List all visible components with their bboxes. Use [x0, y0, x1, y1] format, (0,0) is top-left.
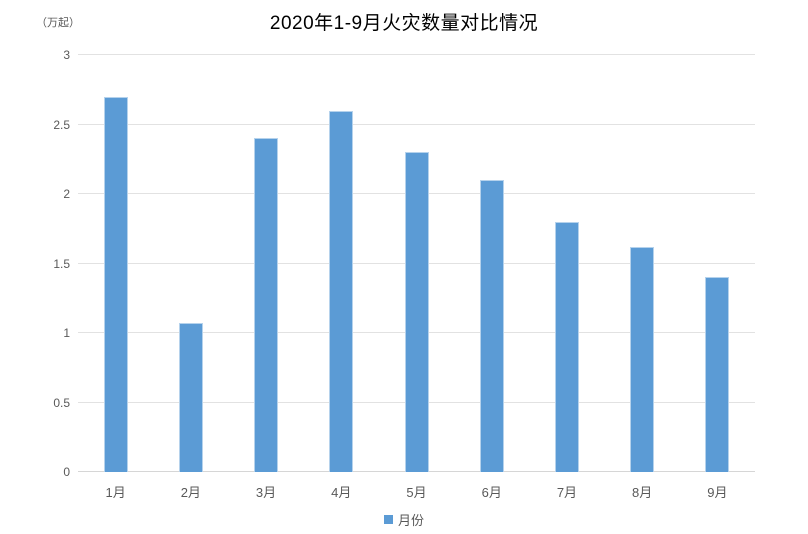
- x-tick-label: 6月: [481, 485, 502, 500]
- bar-4月: [329, 110, 354, 472]
- x-tick-label: 5月: [406, 485, 427, 500]
- legend: 月份: [0, 510, 808, 529]
- y-tick-label: 1.5: [53, 256, 70, 271]
- chart-title: 2020年1-9月火灾数量对比情况: [269, 13, 539, 34]
- x-tick-label: 4月: [331, 485, 352, 500]
- y-tick-label: 0: [63, 465, 70, 479]
- plot-area: [78, 54, 755, 472]
- legend-series-label: 月份: [397, 513, 424, 528]
- bar-5月: [404, 152, 429, 472]
- y-tick-label: 0.5: [53, 395, 70, 410]
- bar-2月: [178, 323, 203, 472]
- y-tick-label: 3: [63, 48, 70, 62]
- y-tick-label: 2: [63, 187, 70, 201]
- gridline: [78, 54, 755, 55]
- bar-8月: [630, 246, 655, 472]
- bar-9月: [705, 277, 730, 472]
- x-tick-label: 3月: [255, 485, 277, 500]
- x-tick-label: 1月: [105, 485, 126, 500]
- y-tick-label: 2.5: [53, 117, 70, 132]
- x-tick-label: 7月: [556, 485, 578, 500]
- y-tick-label: 1: [63, 326, 70, 340]
- bar-7月: [554, 221, 579, 472]
- x-tick-label: 9月: [707, 485, 728, 500]
- bar-3月: [254, 138, 279, 472]
- bar-6月: [479, 180, 504, 472]
- x-tick-label: 2月: [180, 485, 201, 500]
- legend-swatch-icon: [383, 515, 393, 524]
- y-axis-unit-label: （万起）: [36, 17, 80, 29]
- gridline: [78, 123, 755, 125]
- x-tick-label: 8月: [632, 485, 653, 500]
- bar-1月: [103, 96, 128, 472]
